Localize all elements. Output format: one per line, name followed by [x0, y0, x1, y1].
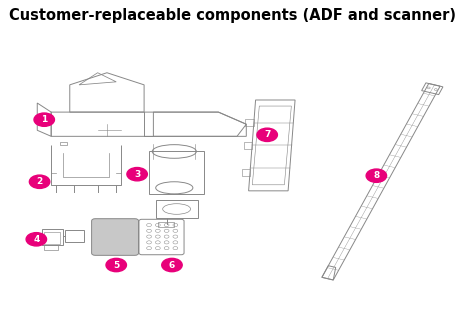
Bar: [246, 119, 254, 126]
Text: 3: 3: [134, 170, 140, 179]
FancyBboxPatch shape: [91, 219, 138, 255]
Bar: [149, 151, 204, 194]
Text: 7: 7: [264, 130, 270, 139]
Text: 5: 5: [113, 260, 119, 269]
Bar: [155, 200, 198, 218]
Circle shape: [26, 233, 46, 246]
Text: 1: 1: [41, 115, 47, 124]
Circle shape: [366, 169, 387, 182]
Circle shape: [257, 128, 277, 142]
Bar: [244, 142, 252, 149]
Bar: [158, 222, 174, 227]
Bar: [65, 230, 84, 242]
Bar: [61, 142, 67, 146]
Circle shape: [106, 258, 127, 272]
Text: 2: 2: [36, 177, 43, 186]
Text: 4: 4: [33, 235, 39, 244]
Circle shape: [34, 113, 55, 126]
Circle shape: [29, 175, 50, 188]
Circle shape: [127, 167, 147, 181]
Bar: [42, 229, 63, 245]
Bar: [242, 169, 250, 176]
Text: Customer-replaceable components (ADF and scanner): Customer-replaceable components (ADF and…: [9, 8, 456, 23]
Text: 8: 8: [373, 171, 380, 180]
Circle shape: [162, 258, 182, 272]
Bar: [44, 232, 61, 244]
Text: 6: 6: [169, 260, 175, 269]
Bar: [44, 245, 58, 250]
